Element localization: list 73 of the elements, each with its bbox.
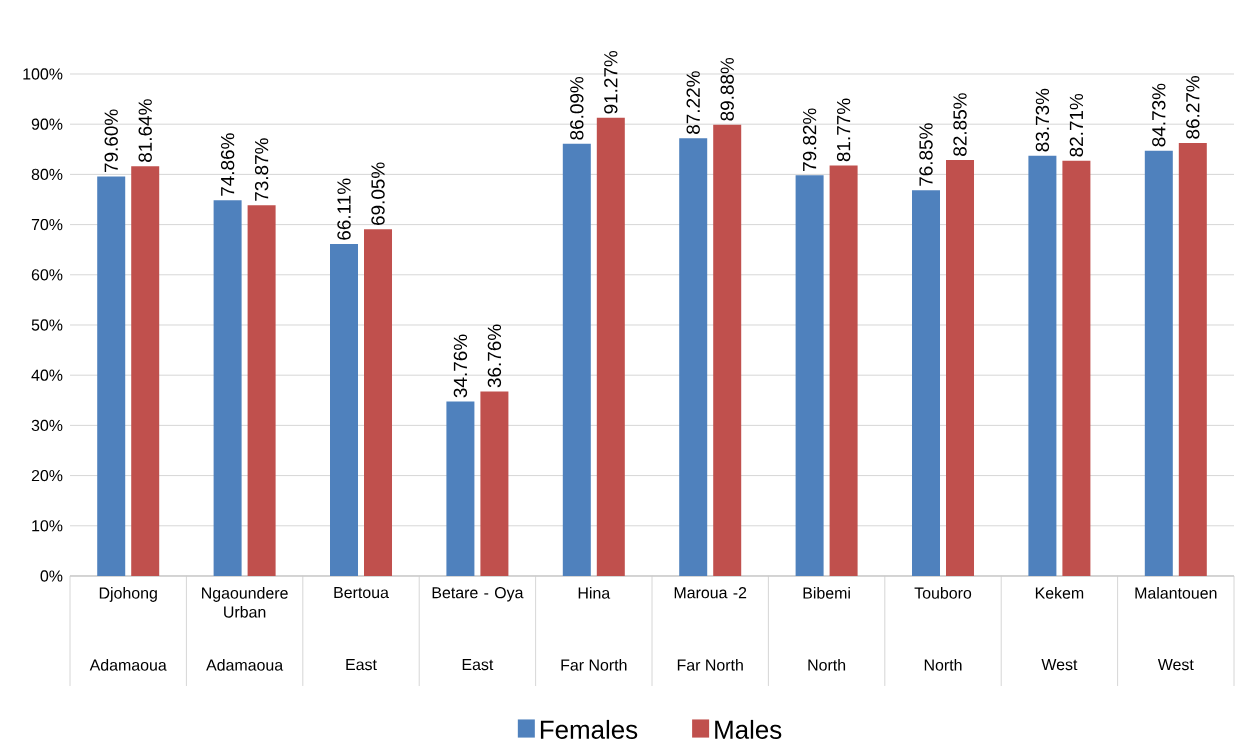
data-label: 89.88% bbox=[720, 58, 734, 121]
x-tick-label: Bertoua bbox=[334, 587, 389, 599]
x-tick-label: Hina bbox=[578, 587, 611, 599]
data-label: 81.64% bbox=[138, 99, 152, 163]
y-tick-label: 100% bbox=[23, 68, 63, 80]
y-tick-label: 40% bbox=[31, 369, 63, 382]
data-label: 79.60% bbox=[104, 109, 118, 173]
text: East bbox=[462, 659, 494, 671]
data-label: 74.86% bbox=[220, 133, 235, 197]
text: West bbox=[1041, 659, 1078, 671]
bar bbox=[330, 244, 359, 577]
data-label: 91.27% bbox=[604, 51, 618, 114]
data-label: 86.27% bbox=[1186, 76, 1200, 139]
y-tick-label: 50% bbox=[31, 319, 63, 331]
y-tick-label: 10% bbox=[32, 520, 63, 532]
x-tick-label: Malantouen bbox=[1135, 587, 1217, 599]
data-label: 82.71% bbox=[1069, 94, 1084, 157]
text: East bbox=[346, 659, 377, 671]
text: North bbox=[924, 659, 962, 671]
bar bbox=[131, 166, 160, 577]
x-tick-label: Kekem bbox=[1035, 587, 1084, 599]
text: West bbox=[1157, 659, 1194, 671]
y-tick-label: 0% bbox=[40, 570, 63, 582]
y-tick-label: 20% bbox=[31, 470, 63, 482]
x-tick-label: Betare - Oya bbox=[432, 587, 524, 602]
x-tick-label: Ngaoundere Urban bbox=[202, 587, 288, 618]
x-tick-label: Touboro bbox=[914, 587, 972, 599]
bar bbox=[247, 205, 276, 577]
legend-label: Males bbox=[715, 720, 782, 740]
bar bbox=[795, 175, 824, 577]
y-tick-label: 90% bbox=[31, 118, 63, 131]
bar bbox=[446, 401, 475, 577]
data-label: 86.09% bbox=[570, 77, 584, 140]
data-label: 73.87% bbox=[254, 138, 269, 201]
data-label: 36.76% bbox=[487, 324, 502, 388]
x-tick-label: Djohong bbox=[99, 587, 157, 603]
bar bbox=[364, 229, 393, 577]
bar bbox=[912, 190, 940, 577]
legend-label: Females bbox=[540, 720, 638, 740]
text: Adamaoua bbox=[89, 659, 167, 671]
bar bbox=[1144, 150, 1173, 577]
data-label: 66.11% bbox=[337, 178, 351, 240]
data-label: 87.22% bbox=[686, 71, 700, 135]
bar bbox=[97, 176, 126, 577]
data-label: 76.85% bbox=[919, 123, 933, 187]
bar bbox=[480, 391, 509, 577]
y-tick-label: 80% bbox=[31, 168, 63, 181]
data-label: 83.73% bbox=[1035, 88, 1050, 152]
data-label: 84.73% bbox=[1152, 83, 1166, 147]
text: North bbox=[808, 659, 846, 671]
text: Far North bbox=[561, 659, 627, 671]
bar bbox=[562, 144, 591, 577]
y-tick-label: 30% bbox=[31, 419, 63, 432]
bar bbox=[213, 200, 242, 577]
x-tick-label: Maroua -2 bbox=[674, 587, 747, 599]
bar bbox=[713, 124, 742, 577]
y-tick-label: 60% bbox=[31, 269, 63, 281]
bar bbox=[946, 160, 975, 577]
text: Adamaoua bbox=[206, 659, 284, 671]
bar bbox=[1178, 143, 1207, 577]
text: Far North bbox=[677, 659, 743, 671]
data-label: 79.82% bbox=[802, 108, 817, 172]
bar bbox=[1062, 160, 1091, 577]
data-label: 69.05% bbox=[371, 162, 385, 226]
y-tick-label: 70% bbox=[31, 219, 63, 231]
bar bbox=[679, 138, 708, 577]
bar bbox=[596, 118, 625, 577]
x-tick-label: Bibemi bbox=[803, 587, 850, 599]
data-label: 34.76% bbox=[453, 334, 468, 398]
data-label: 82.85% bbox=[953, 93, 967, 157]
data-label: 81.77% bbox=[836, 98, 851, 162]
bar bbox=[829, 165, 858, 577]
bar bbox=[1028, 155, 1057, 577]
